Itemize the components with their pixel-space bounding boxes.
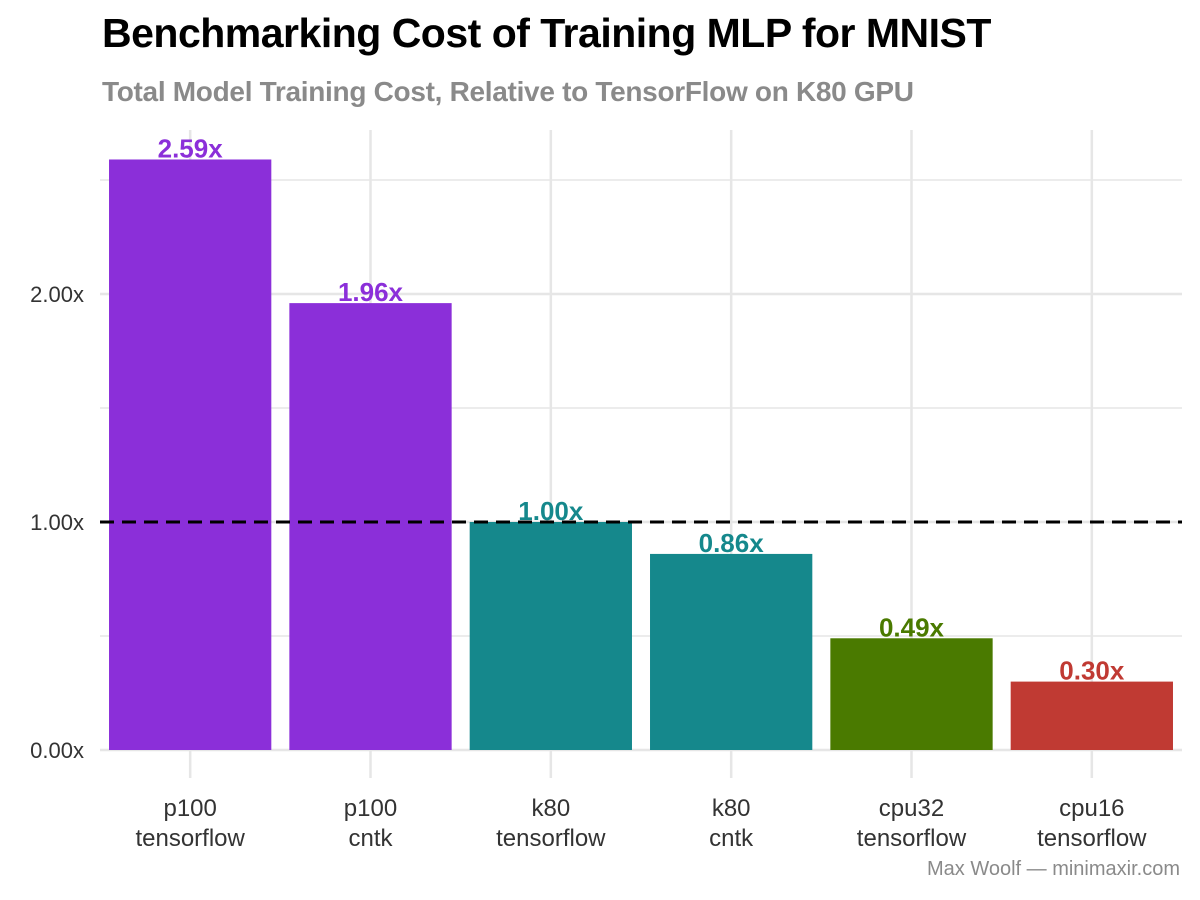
x-tick-label: k80 bbox=[712, 795, 751, 822]
bars bbox=[109, 159, 1173, 751]
x-tick-label: k80 bbox=[531, 795, 570, 822]
x-tick-label: cntk bbox=[709, 825, 754, 852]
chart-subtitle: Total Model Training Cost, Relative to T… bbox=[102, 76, 914, 107]
y-axis: 0.00x 1.00x 2.00x bbox=[30, 282, 84, 763]
bar bbox=[289, 303, 452, 750]
y-tick-label: 2.00x bbox=[30, 282, 84, 307]
x-tick-label: tensorflow bbox=[1037, 825, 1147, 852]
x-tick-label: tensorflow bbox=[496, 825, 606, 852]
bar bbox=[109, 159, 272, 751]
y-tick-label: 0.00x bbox=[30, 738, 84, 763]
x-tick-label: tensorflow bbox=[857, 825, 967, 852]
x-tick-label: cpu16 bbox=[1059, 795, 1124, 822]
chart-caption: Max Woolf — minimaxir.com bbox=[926, 858, 1180, 880]
x-tick-label: tensorflow bbox=[135, 825, 245, 852]
chart-title: Benchmarking Cost of Training MLP for MN… bbox=[102, 10, 991, 56]
data-label: 0.30x bbox=[1059, 656, 1125, 686]
bar bbox=[650, 553, 813, 750]
x-axis: p100 tensorflow p100 cntk k80 tensorflow k80 cn… bbox=[135, 795, 1147, 852]
data-label: 2.59x bbox=[158, 133, 224, 163]
data-label: 0.49x bbox=[879, 612, 945, 642]
bar bbox=[469, 522, 632, 750]
x-tick-label: cntk bbox=[348, 825, 393, 852]
data-label: 1.00x bbox=[518, 496, 584, 526]
data-label: 0.86x bbox=[699, 528, 765, 558]
bar bbox=[1010, 681, 1173, 750]
x-tick-label: p100 bbox=[344, 795, 397, 822]
x-tick-label: cpu32 bbox=[879, 795, 944, 822]
y-tick-label: 1.00x bbox=[30, 510, 84, 535]
data-labels: 2.59x 1.96x 1.00x 0.86x 0.49x 0.30x bbox=[158, 133, 1125, 685]
x-tick-label: p100 bbox=[163, 795, 216, 822]
bar bbox=[830, 638, 993, 750]
data-label: 1.96x bbox=[338, 277, 404, 307]
